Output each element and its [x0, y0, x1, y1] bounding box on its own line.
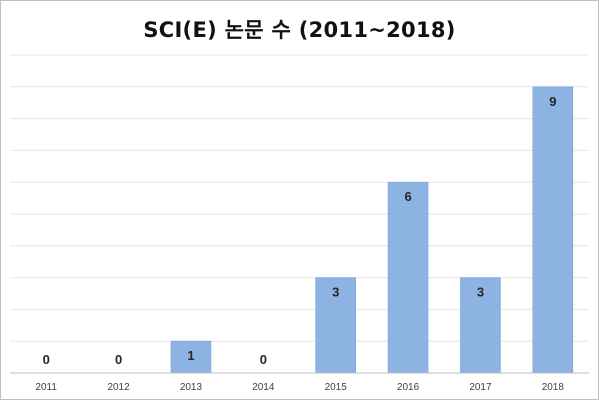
data-label-2017: 3 [477, 285, 484, 300]
data-label-2018: 9 [549, 94, 556, 109]
chart-title: SCI(E) 논문 수 (2011~2018) [143, 18, 456, 42]
data-label-2012: 0 [115, 352, 122, 367]
x-tick-label-2012: 2012 [107, 382, 130, 393]
bar-2016 [387, 181, 429, 374]
bar-2015 [315, 277, 356, 374]
data-label-2016: 6 [404, 189, 411, 204]
x-tick-label-2014: 2014 [252, 382, 275, 393]
data-label-2014: 0 [260, 352, 267, 367]
x-tick-label-2018: 2018 [542, 382, 565, 393]
x-tick-label-2015: 2015 [325, 382, 348, 393]
data-label-2011: 0 [43, 352, 50, 367]
data-label-2013: 1 [187, 348, 194, 363]
x-tick-label-2017: 2017 [469, 382, 492, 393]
x-tick-label-2013: 2013 [180, 382, 203, 393]
x-tick-label-2016: 2016 [397, 382, 420, 393]
x-tick-label-2011: 2011 [35, 382, 57, 393]
bar-2018 [532, 86, 574, 374]
data-label-2015: 3 [332, 285, 339, 300]
